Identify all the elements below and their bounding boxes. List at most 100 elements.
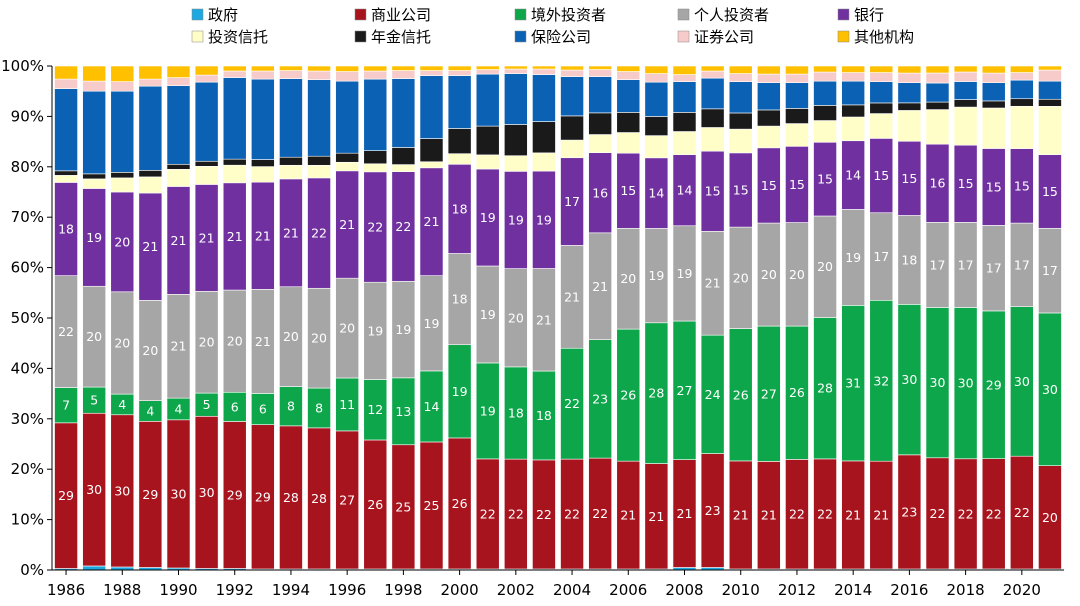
legend-label: 证券公司 <box>694 28 754 46</box>
bar-1998-投资信托 <box>391 164 416 172</box>
bar-1986-年金信托 <box>54 170 78 176</box>
bar-2008-投资信托 <box>672 131 697 156</box>
bar-2016-证券公司 <box>897 72 922 83</box>
data-label: 22 <box>58 324 74 339</box>
bar-1995-投资信托 <box>307 164 331 179</box>
legend-swatch <box>354 8 367 21</box>
bar-2019-保险公司 <box>981 82 1006 102</box>
x-tick-label: 1988 <box>103 581 141 599</box>
data-label: 14 <box>845 168 861 183</box>
y-tick-label: 0% <box>20 561 44 579</box>
bar-2011-证券公司 <box>757 73 781 83</box>
bar-2008-其他机构 <box>672 65 697 75</box>
bar-1987-年金信托 <box>82 173 106 180</box>
legend-label: 境外投资者 <box>531 6 606 24</box>
data-label: 16 <box>592 185 608 200</box>
bar-1992-投资信托 <box>222 164 247 184</box>
bar-1996-保险公司 <box>335 80 359 154</box>
data-label: 22 <box>536 507 552 522</box>
bar-2002-投资信托 <box>504 155 528 172</box>
data-label: 27 <box>677 383 693 398</box>
data-label: 21 <box>677 506 693 521</box>
bar-1996-年金信托 <box>335 152 359 163</box>
bar-1987-政府 <box>82 565 106 571</box>
bar-1987-保险公司 <box>82 90 106 175</box>
bar-1991-投资信托 <box>194 166 219 185</box>
bar-2003-保险公司 <box>532 74 556 122</box>
bar-2000-投资信托 <box>447 153 472 165</box>
x-tick-label: 2004 <box>553 581 591 599</box>
bar-2008-年金信托 <box>672 112 697 132</box>
data-label: 23 <box>901 504 917 519</box>
bar-2001-保险公司 <box>475 73 500 127</box>
bar-2003-年金信托 <box>532 121 556 154</box>
bar-1989-年金信托 <box>138 170 163 178</box>
bar-2008-保险公司 <box>672 81 697 113</box>
bar-1998-保险公司 <box>391 78 416 148</box>
bar-1997-其他机构 <box>363 65 388 72</box>
data-label: 20 <box>114 335 130 350</box>
data-label: 15 <box>761 178 777 193</box>
data-label: 29 <box>227 487 243 502</box>
legend-item: 境外投资者 <box>514 6 606 24</box>
bar-2006-年金信托 <box>616 112 641 133</box>
bar-2001-年金信托 <box>475 125 500 156</box>
data-label: 28 <box>311 491 327 506</box>
data-label: 8 <box>287 399 295 414</box>
data-label: 20 <box>86 329 102 344</box>
x-tick-label: 1986 <box>47 581 85 599</box>
bar-2013-投资信托 <box>813 120 837 143</box>
legend-swatch <box>514 8 527 21</box>
data-label: 22 <box>311 226 327 241</box>
bar-2020-证券公司 <box>1010 72 1034 81</box>
data-label: 17 <box>958 257 974 272</box>
bar-1989-保险公司 <box>138 85 163 171</box>
x-tick-label: 2012 <box>778 581 816 599</box>
bar-1994-其他机构 <box>279 65 303 71</box>
bar-1996-投资信托 <box>335 161 359 172</box>
data-label: 5 <box>203 397 211 412</box>
bar-1993-证券公司 <box>251 70 275 80</box>
bar-2004-其他机构 <box>560 65 584 71</box>
data-label: 22 <box>564 396 580 411</box>
data-label: 30 <box>86 482 102 497</box>
data-label: 21 <box>536 312 552 327</box>
data-label: 11 <box>339 397 355 412</box>
bar-2005-年金信托 <box>588 112 612 135</box>
y-tick-label: 30% <box>11 410 44 428</box>
legend-label: 投资信托 <box>208 28 268 46</box>
legend-label: 年金信托 <box>371 28 431 46</box>
bar-2021-年金信托 <box>1038 98 1062 107</box>
bar-2014-保险公司 <box>841 80 865 106</box>
data-label: 15 <box>733 182 749 197</box>
bar-1992-年金信托 <box>222 158 247 166</box>
bar-2014-年金信托 <box>841 104 865 118</box>
legend-item: 证券公司 <box>677 28 754 46</box>
bar-1991-年金信托 <box>194 160 219 167</box>
legend-swatch <box>514 30 527 43</box>
data-label: 17 <box>564 194 580 209</box>
data-label: 21 <box>142 239 158 254</box>
data-label: 29 <box>986 377 1002 392</box>
bar-1994-年金信托 <box>279 156 303 166</box>
bar-2004-保险公司 <box>560 76 584 117</box>
bar-1999-投资信托 <box>419 161 444 169</box>
data-label: 20 <box>142 343 158 358</box>
bar-1986-投资信托 <box>54 175 78 183</box>
legend-item: 投资信托 <box>191 28 268 46</box>
legend-swatch <box>837 8 850 21</box>
data-label: 21 <box>227 229 243 244</box>
data-label: 19 <box>395 322 411 337</box>
data-label: 19 <box>677 266 693 281</box>
x-tick-label: 2014 <box>834 581 872 599</box>
bar-1997-保险公司 <box>363 78 388 151</box>
data-label: 4 <box>175 401 183 416</box>
bar-1989-投资信托 <box>138 176 163 194</box>
data-label: 26 <box>367 497 383 512</box>
bar-2004-投资信托 <box>560 139 584 159</box>
data-label: 17 <box>986 261 1002 276</box>
bar-1990-年金信托 <box>166 163 191 170</box>
data-label: 18 <box>901 252 917 267</box>
bar-1999-其他机构 <box>419 65 444 71</box>
data-label: 24 <box>705 387 721 402</box>
